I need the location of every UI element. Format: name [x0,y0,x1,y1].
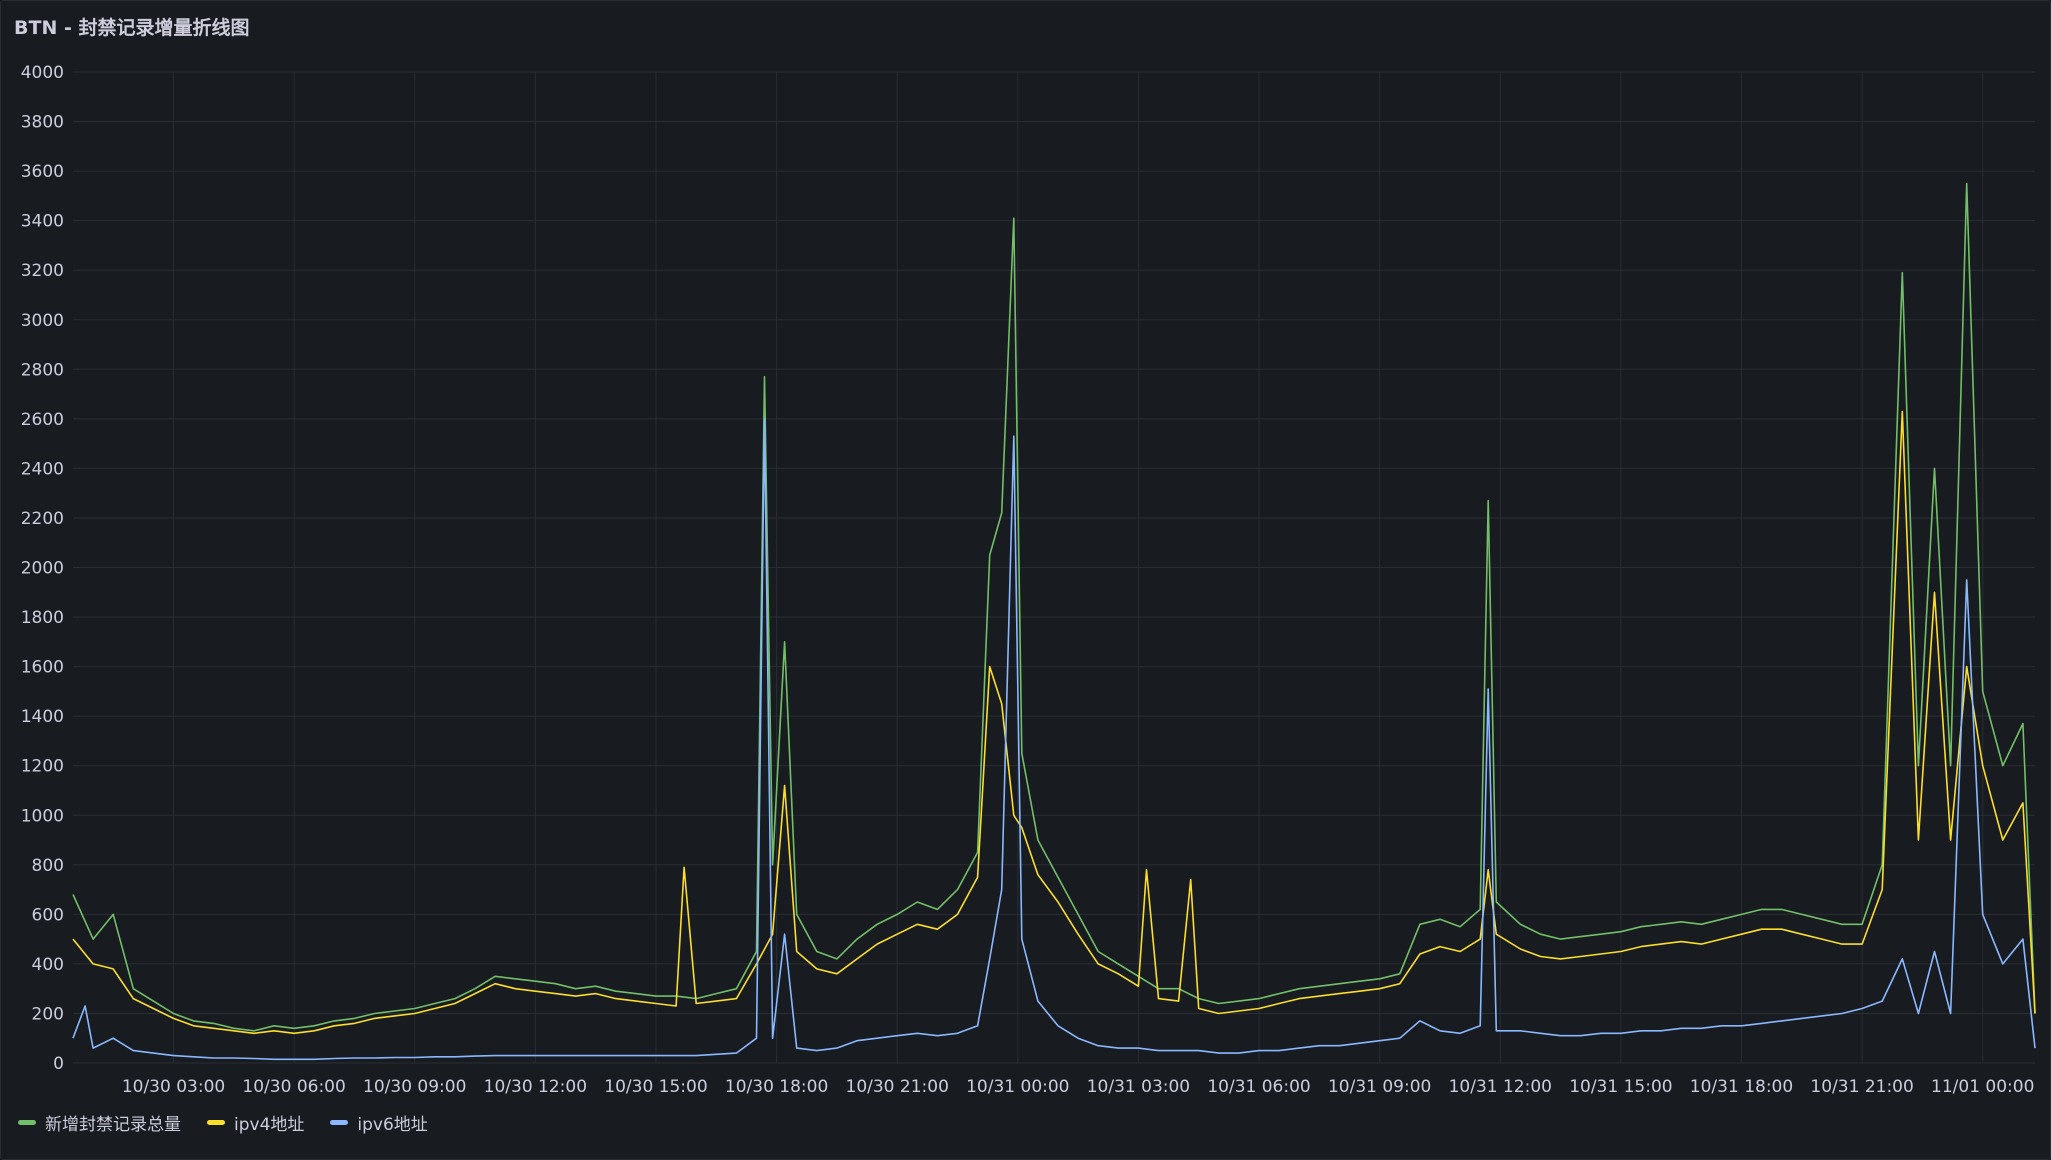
legend-item[interactable]: ipv6地址 [330,1110,428,1135]
x-tick-label: 10/31 15:00 [1569,1077,1672,1097]
series-line-2 [72,418,2036,1061]
y-axis: 0 200 400 600 800 1000 1200 1400 1600 1800 2000 220… [21,63,64,1074]
legend-item[interactable]: ipv4地址 [207,1110,304,1135]
x-tick-label: 10/31 21:00 [1810,1077,1913,1097]
y-tick-label: 1400 [21,707,64,727]
x-tick-label: 10/31 06:00 [1207,1077,1310,1097]
x-tick-label: 10/31 03:00 [1087,1077,1190,1097]
legend-label: ipv4地址 [234,1115,305,1135]
x-axis: 10/30 03:00 10/30 06:00 10/30 09:00 10/30 1… [122,1077,2035,1097]
x-tick-label: 10/31 00:00 [966,1077,1069,1097]
y-tick-label: 400 [32,955,64,975]
y-tick-label: 3600 [21,162,64,182]
legend-swatch-icon [330,1120,349,1125]
legend-swatch-icon [207,1120,225,1125]
y-tick-label: 1000 [21,806,64,826]
y-tick-label: 2800 [21,360,64,380]
legend-item[interactable]: 新增封禁记录总量 [18,1110,181,1135]
x-tick-label: 10/30 09:00 [363,1077,466,1097]
y-tick-label: 800 [32,856,64,876]
x-tick-label: 10/30 12:00 [484,1077,587,1097]
x-tick-label: 10/30 15:00 [604,1077,707,1097]
legend-label: 新增封禁记录总量 [45,1115,181,1135]
y-tick-label: 1600 [21,658,64,678]
y-tick-label: 2000 [21,559,64,579]
y-tick-label: 3000 [21,311,64,331]
panel-title: BTN - 封禁记录增量折线图 [14,17,250,39]
legend-label: ipv6地址 [357,1115,428,1135]
y-tick-label: 200 [32,1004,64,1024]
legend: 新增封禁记录总量 ipv4地址 ipv6地址 [18,1110,428,1135]
x-tick-label: 10/30 21:00 [846,1077,949,1097]
y-tick-label: 3400 [21,212,64,232]
y-tick-label: 1200 [21,757,64,777]
series-lines [72,182,2036,1061]
y-tick-label: 3200 [21,261,64,281]
y-tick-label: 2200 [21,509,64,529]
x-tick-label: 10/31 18:00 [1690,1077,1793,1097]
y-tick-label: 0 [53,1054,64,1074]
y-tick-label: 3800 [21,113,64,133]
y-tick-label: 2400 [21,459,64,479]
grid [73,71,2035,1064]
series-line-1 [72,410,2036,1035]
y-tick-label: 1800 [21,608,64,628]
x-tick-label: 10/31 12:00 [1449,1077,1552,1097]
y-tick-label: 4000 [21,63,64,83]
x-tick-label: 10/30 03:00 [122,1077,225,1097]
x-tick-label: 10/30 18:00 [725,1077,828,1097]
series-line-0 [72,182,2036,1032]
x-tick-label: 10/31 09:00 [1328,1077,1431,1097]
x-tick-label: 10/30 06:00 [242,1077,345,1097]
x-tick-label: 11/01 00:00 [1931,1077,2034,1097]
y-tick-label: 600 [32,905,64,925]
legend-swatch-icon [18,1120,36,1125]
y-tick-label: 2600 [21,410,64,430]
